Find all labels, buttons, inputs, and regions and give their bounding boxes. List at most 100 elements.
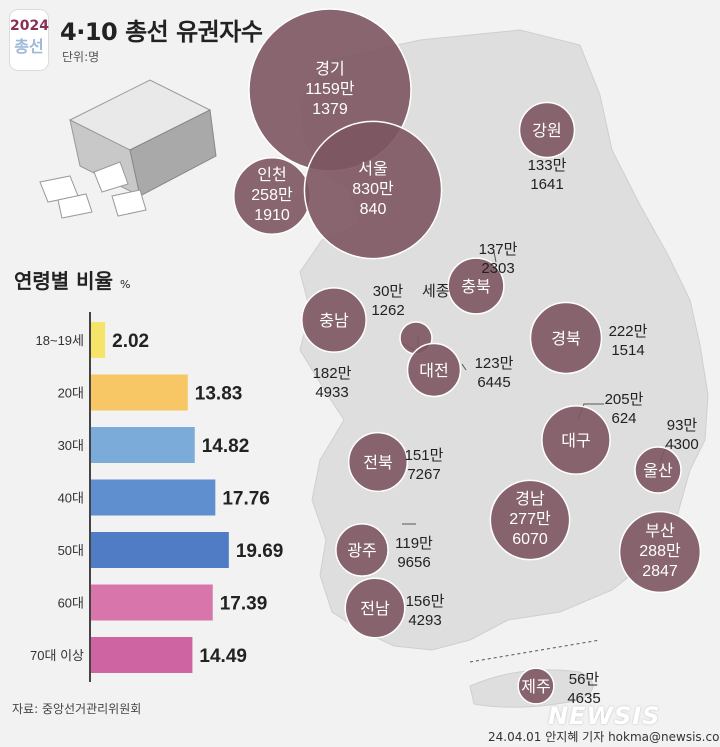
bubble-전남 bbox=[344, 577, 406, 639]
region-name: 경북 bbox=[551, 330, 580, 348]
bar-value-label: 17.39 bbox=[220, 594, 268, 615]
region-voters-rest: 1514 bbox=[611, 342, 644, 359]
region-name: 울산 bbox=[643, 462, 673, 480]
age-chart-title: 연령별 비율 % bbox=[14, 265, 130, 294]
region-voters-10k: 56만 bbox=[569, 671, 600, 688]
bar-4 bbox=[91, 532, 229, 568]
page-title: 4·10 총선 유권자수 bbox=[60, 18, 263, 46]
region-voters-10k: 93만 bbox=[667, 417, 698, 434]
byline: 24.04.01 안지혜 기자 hokma@newsis.com bbox=[488, 730, 720, 744]
region-voters-rest: 6445 bbox=[477, 374, 510, 391]
source-note: 자료: 중앙선거관리위원회 bbox=[12, 702, 142, 716]
bubble-대구 bbox=[541, 405, 611, 475]
region-name: 강원 bbox=[532, 122, 561, 140]
region-voters-10k: 156만 bbox=[406, 593, 445, 610]
region-voters-10k: 123만 bbox=[475, 355, 514, 372]
bar-category-label: 60대 bbox=[58, 596, 84, 611]
region-name: 부산 bbox=[645, 522, 675, 540]
bar-category-label: 40대 bbox=[58, 491, 84, 506]
bubble-제주 bbox=[517, 667, 555, 705]
region-voters-rest: 4300 bbox=[665, 436, 698, 453]
bar-5 bbox=[91, 584, 213, 621]
region-voters-rest: 6070 bbox=[512, 531, 548, 548]
bar-value-label: 14.49 bbox=[199, 646, 247, 667]
region-voters-rest: 1379 bbox=[312, 101, 348, 118]
newsis-watermark: NEWSIS bbox=[548, 702, 661, 730]
region-voters-10k: 830만 bbox=[352, 180, 394, 198]
unit-label: 단위:명 bbox=[62, 50, 100, 64]
region-voters-rest: 2303 bbox=[481, 260, 514, 277]
bar-0 bbox=[91, 322, 106, 358]
bar-3 bbox=[91, 479, 216, 516]
region-voters-10k: 151만 bbox=[405, 447, 444, 464]
bar-2 bbox=[91, 427, 195, 463]
region-name: 경남 bbox=[515, 490, 545, 508]
bar-value-label: 2.02 bbox=[112, 331, 149, 352]
region-voters-rest: 1910 bbox=[254, 207, 290, 224]
age-chart-title-text: 연령별 비율 bbox=[14, 269, 113, 293]
logo-year: 2024 bbox=[10, 18, 49, 34]
region-name: 전남 bbox=[360, 600, 390, 618]
bar-category-label: 50대 bbox=[58, 543, 84, 558]
region-voters-rest: 840 bbox=[360, 201, 387, 218]
bubble-대전 bbox=[406, 342, 462, 398]
region-name: 대구 bbox=[561, 432, 590, 450]
bar-value-label: 19.69 bbox=[236, 541, 284, 562]
bar-value-label: 13.83 bbox=[195, 384, 243, 405]
region-voters-rest: 4293 bbox=[408, 612, 441, 629]
jeju-divider bbox=[469, 639, 601, 663]
region-voters-rest: 9656 bbox=[397, 554, 430, 571]
region-voters-rest: 4933 bbox=[315, 384, 348, 401]
bar-category-label: 70대 이상 bbox=[30, 648, 84, 663]
region-voters-10k: 205만 bbox=[605, 391, 644, 408]
election-logo: 2024 총선 bbox=[10, 10, 49, 70]
region-name: 충남 bbox=[319, 312, 349, 330]
region-name: 전북 bbox=[363, 454, 392, 472]
region-name: 대전 bbox=[419, 362, 448, 380]
region-voters-10k: 119만 bbox=[395, 535, 433, 552]
region-name: 충북 bbox=[461, 278, 490, 296]
bubble-울산 bbox=[634, 446, 682, 494]
bar-value-label: 14.82 bbox=[202, 436, 250, 457]
region-voters-10k: 222만 bbox=[609, 323, 648, 340]
bubble-전북 bbox=[347, 431, 409, 493]
age-chart-unit: % bbox=[119, 278, 131, 291]
region-voters-rest: 7267 bbox=[407, 466, 440, 483]
region-voters-rest: 2847 bbox=[642, 563, 678, 580]
bubble-충북 bbox=[447, 257, 505, 315]
bubble-서울 bbox=[303, 120, 443, 260]
logo-word: 총선 bbox=[14, 37, 44, 56]
bubble-충남 bbox=[301, 287, 367, 353]
bar-category-label: 30대 bbox=[58, 438, 84, 453]
bar-chart: 18~19세 2.02 20대 13.83 30대 14.82 40대 17.76 50대 19.… bbox=[30, 312, 283, 682]
region-voters-rest: 1641 bbox=[530, 176, 563, 193]
region-name: 서울 bbox=[358, 160, 387, 178]
bar-category-label: 20대 bbox=[58, 386, 84, 401]
bar-category-label: 18~19세 bbox=[36, 333, 84, 348]
region-voters-10k: 1159만 bbox=[305, 80, 354, 98]
region-name: 경기 bbox=[315, 60, 344, 78]
bubble-강원 bbox=[518, 101, 576, 159]
bubble-경남 bbox=[489, 479, 571, 561]
region-name: 광주 bbox=[347, 542, 376, 560]
region-name: 세종 bbox=[422, 283, 450, 300]
region-name: 제주 bbox=[521, 678, 550, 696]
region-voters-rest: 624 bbox=[611, 410, 636, 427]
region-voters-10k: 133만 bbox=[528, 157, 567, 174]
bubble-광주 bbox=[335, 523, 389, 577]
region-voters-10k: 277만 bbox=[509, 510, 551, 528]
region-voters-rest: 1262 bbox=[371, 302, 404, 319]
region-voters-10k: 182만 bbox=[313, 365, 352, 382]
region-voters-rest: 4635 bbox=[567, 690, 600, 707]
bubble-경북 bbox=[529, 301, 603, 375]
region-voters-10k: 137만 bbox=[479, 241, 518, 258]
ballot-box-illustration bbox=[39, 79, 217, 219]
bar-1 bbox=[91, 374, 188, 411]
region-name: 인천 bbox=[257, 166, 286, 184]
region-voters-10k: 288만 bbox=[639, 542, 681, 560]
region-voters-10k: 258만 bbox=[251, 186, 293, 204]
bubble-layer: 경기 1159만 1379 인천 258만 1910 서울 830만 840 강원 133만 1641… bbox=[233, 8, 702, 707]
bubble-부산 bbox=[618, 510, 702, 594]
